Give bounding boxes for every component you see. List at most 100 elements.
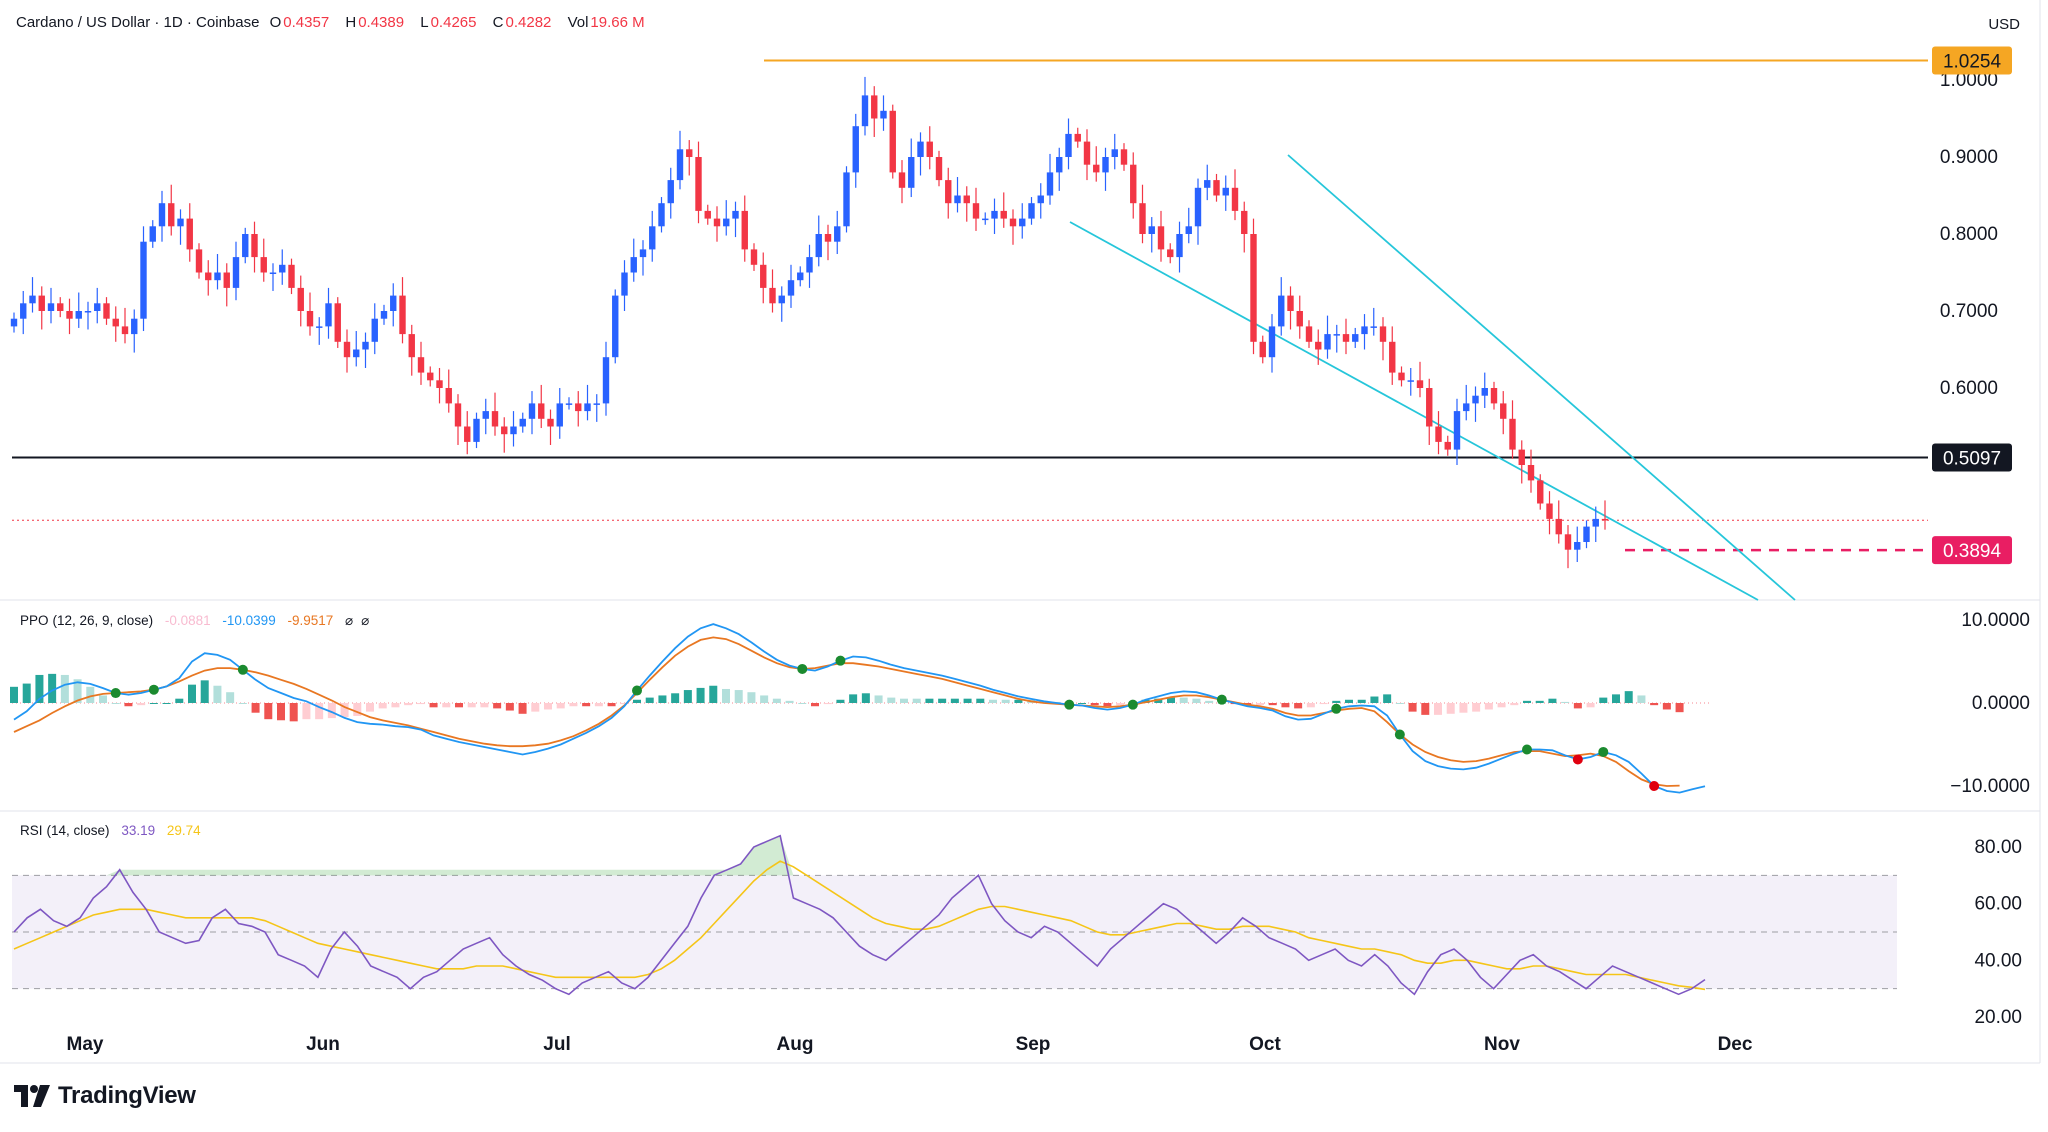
candle-body bbox=[1426, 388, 1433, 427]
price-axis-tick: 0.7000 bbox=[1940, 301, 1998, 322]
open-value: O 0.4357 bbox=[269, 14, 330, 31]
candle-body bbox=[649, 226, 656, 250]
ppo-histogram-bar bbox=[48, 673, 57, 703]
ppo-settings-icon[interactable]: ⌀ bbox=[361, 613, 370, 628]
ppo-histogram-bar bbox=[645, 697, 654, 703]
x-axis-month-label: Dec bbox=[1718, 1034, 1753, 1055]
candle-body bbox=[334, 303, 341, 342]
rsi-axis-tick: 40.00 bbox=[1974, 950, 2022, 971]
candle-body bbox=[1527, 465, 1535, 481]
ppo-cross-marker bbox=[1649, 781, 1660, 791]
candle-body bbox=[824, 234, 832, 242]
candle-body bbox=[408, 334, 415, 358]
candle-body bbox=[436, 380, 443, 388]
candle-body bbox=[47, 303, 55, 311]
candle-body bbox=[297, 287, 304, 311]
candle-body bbox=[1287, 295, 1294, 311]
candle-body bbox=[1305, 326, 1313, 342]
rsi-ma-value: 29.74 bbox=[166, 823, 201, 838]
candle-body bbox=[1241, 210, 1248, 234]
rsi-pane bbox=[12, 834, 1897, 996]
candle-body bbox=[954, 195, 961, 204]
pane-separators bbox=[0, 0, 2041, 1064]
candle-body bbox=[29, 295, 36, 304]
ppo-header: PPO (12, 26, 9, close) -0.0881 -10.0399 -… bbox=[20, 613, 377, 629]
candle-body bbox=[223, 272, 230, 288]
ppo-axis-tick: −10.0000 bbox=[1950, 776, 2030, 797]
candle-body bbox=[880, 110, 887, 119]
candle-body bbox=[1472, 395, 1479, 404]
ppo-histogram-bar bbox=[722, 688, 730, 703]
candle-body bbox=[1102, 157, 1109, 173]
high-value: H 0.4389 bbox=[345, 14, 405, 31]
ppo-histogram-bar bbox=[1434, 703, 1442, 715]
candle-body bbox=[1583, 526, 1590, 542]
candle-body bbox=[168, 203, 175, 227]
candle-body bbox=[1490, 388, 1498, 404]
candle-body bbox=[1592, 518, 1599, 527]
ppo-histogram-bar bbox=[1268, 703, 1277, 706]
ppo-eye-icon[interactable]: ⌀ bbox=[345, 613, 354, 628]
ppo-histogram-bar bbox=[188, 684, 196, 703]
candle-body bbox=[630, 257, 637, 273]
candle-body bbox=[1139, 203, 1146, 234]
candle-body bbox=[917, 141, 924, 157]
ppo-histogram-bar bbox=[340, 703, 349, 718]
ppo-histogram-bar bbox=[811, 703, 819, 707]
candle-body bbox=[704, 210, 711, 219]
ppo-histogram-bar bbox=[887, 697, 896, 703]
ppo-histogram-bar bbox=[1179, 697, 1188, 703]
ppo-cross-marker bbox=[1598, 746, 1609, 757]
candle-body bbox=[149, 226, 156, 242]
rsi-axis-tick: 20.00 bbox=[1974, 1007, 2022, 1028]
candle-body bbox=[834, 226, 841, 242]
candle-body bbox=[1250, 234, 1257, 342]
ppo-cross-marker bbox=[1331, 703, 1342, 714]
ppo-histogram-bar bbox=[1090, 703, 1099, 706]
candle-body bbox=[519, 418, 526, 427]
ppo-histogram-bar bbox=[200, 680, 209, 703]
candle-body bbox=[482, 411, 489, 419]
candle-body bbox=[1315, 341, 1322, 350]
rsi-value: 33.19 bbox=[121, 823, 156, 838]
ppo-histogram-bar bbox=[1014, 699, 1023, 703]
candle-body bbox=[686, 149, 693, 157]
tradingview-logo[interactable]: TradingView bbox=[14, 1082, 196, 1110]
ppo-histogram-bar bbox=[874, 695, 883, 703]
candle-body bbox=[417, 357, 425, 373]
candle-body bbox=[945, 180, 952, 204]
candle-body bbox=[778, 295, 785, 304]
ppo-histogram-bar bbox=[442, 703, 451, 708]
ppo-histogram-bar bbox=[760, 695, 769, 703]
candle-body bbox=[38, 295, 45, 311]
candle-body bbox=[1379, 326, 1387, 342]
candle-body bbox=[491, 411, 499, 427]
candle-body bbox=[1453, 411, 1461, 450]
x-axis-month-label: May bbox=[67, 1034, 104, 1055]
ppo-histogram-bar bbox=[1675, 703, 1684, 713]
ppo-cross-marker bbox=[1572, 754, 1583, 765]
rsi-ma-line bbox=[13, 860, 1706, 991]
ppo-histogram-bar bbox=[989, 699, 997, 703]
ppo-histogram-bar bbox=[798, 703, 807, 704]
ppo-histogram-bar bbox=[556, 703, 565, 709]
ppo-line bbox=[13, 623, 1706, 794]
price-axis-tick: 1.0000 bbox=[1940, 70, 1998, 91]
candle-body bbox=[1120, 149, 1128, 165]
ppo-histogram-bar bbox=[607, 703, 616, 707]
ppo-histogram-bar bbox=[1332, 700, 1341, 703]
candle-body bbox=[371, 318, 378, 342]
candle-body bbox=[732, 210, 739, 219]
ppo-histogram-bar bbox=[1103, 703, 1112, 707]
ppo-histogram-bar bbox=[22, 683, 31, 703]
ppo-histogram-bar bbox=[836, 699, 845, 703]
price-tag-bg bbox=[1932, 443, 2012, 472]
candle-body bbox=[1194, 187, 1202, 227]
candle-body bbox=[1000, 210, 1007, 219]
candle-body bbox=[935, 157, 943, 181]
ppo-histogram-bar bbox=[1001, 699, 1010, 703]
ppo-histogram-bar bbox=[1459, 703, 1468, 713]
candle-body bbox=[538, 403, 545, 419]
candle-body bbox=[575, 403, 582, 412]
